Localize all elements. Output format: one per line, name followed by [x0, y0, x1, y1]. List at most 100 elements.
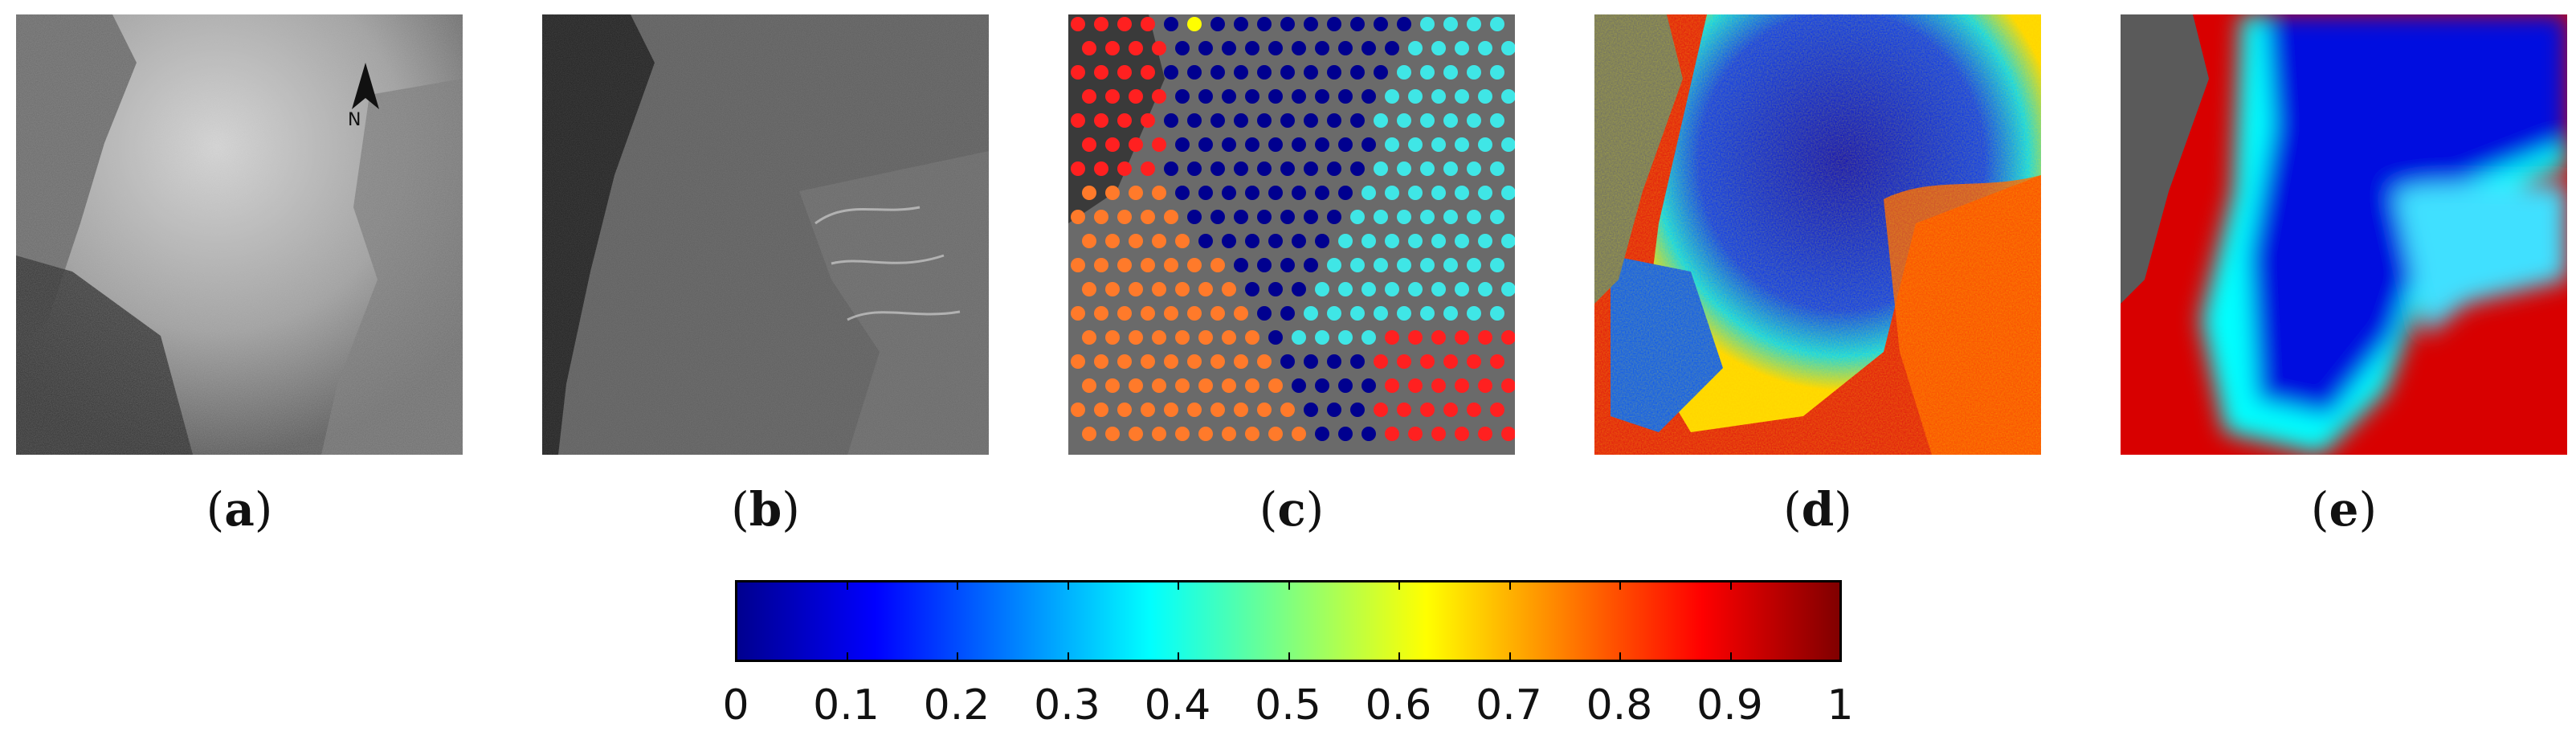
- sample-point: [1071, 113, 1085, 128]
- sample-point: [1431, 378, 1446, 393]
- sample-point: [1420, 161, 1435, 176]
- sample-point: [1361, 427, 1376, 441]
- sample-point: [1094, 403, 1108, 417]
- sample-point: [1374, 354, 1388, 369]
- sample-point: [1245, 427, 1259, 441]
- sample-point: [1374, 258, 1388, 272]
- sample-point: [1257, 403, 1272, 417]
- sample-point: [1129, 234, 1143, 248]
- sample-point: [1071, 306, 1085, 321]
- sample-point: [1198, 282, 1213, 296]
- caption-e: (e): [2310, 482, 2378, 537]
- sample-point: [1408, 282, 1423, 296]
- sample-point: [1175, 378, 1190, 393]
- sample-point: [1280, 258, 1295, 272]
- sample-point: [1455, 234, 1469, 248]
- sample-point: [1141, 113, 1155, 128]
- sample-point: [1071, 403, 1085, 417]
- sample-point: [1141, 403, 1155, 417]
- sample-point: [1187, 403, 1202, 417]
- colorbar-tick-label: 0.1: [813, 681, 880, 730]
- sample-point: [1117, 306, 1132, 321]
- panel-b-image: [542, 14, 989, 455]
- sample-point: [1397, 403, 1411, 417]
- sample-point: [1164, 17, 1178, 31]
- sample-point: [1420, 354, 1435, 369]
- sample-point: [1478, 186, 1492, 200]
- sample-point: [1338, 427, 1353, 441]
- sample-point: [1245, 89, 1259, 104]
- panel-b-svg: [542, 14, 989, 455]
- sample-point: [1187, 258, 1202, 272]
- colorbar: [735, 580, 1842, 662]
- sample-point: [1117, 403, 1132, 417]
- sample-point: [1280, 65, 1295, 80]
- sample-point: [1408, 41, 1423, 55]
- panel-d-image: [1594, 14, 2041, 455]
- sample-point: [1501, 41, 1515, 55]
- colorbar-tick-bottom: [736, 652, 737, 662]
- sample-point: [1467, 65, 1481, 80]
- sample-point: [1094, 113, 1108, 128]
- sample-point: [1280, 354, 1295, 369]
- sample-point: [1338, 41, 1353, 55]
- sample-point: [1385, 234, 1399, 248]
- sample-point: [1420, 65, 1435, 80]
- sample-point: [1467, 403, 1481, 417]
- sample-point: [1152, 378, 1166, 393]
- sample-point: [1443, 258, 1458, 272]
- sample-point: [1501, 186, 1515, 200]
- sample-point: [1280, 210, 1295, 224]
- sample-point: [1187, 113, 1202, 128]
- sample-point: [1175, 89, 1190, 104]
- sample-point: [1164, 65, 1178, 80]
- sample-point: [1187, 306, 1202, 321]
- sample-point: [1105, 330, 1120, 345]
- sample-point: [1304, 113, 1318, 128]
- sample-point: [1420, 258, 1435, 272]
- caption-d: (d): [1783, 482, 1852, 537]
- sample-point: [1385, 282, 1399, 296]
- sample-point: [1082, 41, 1096, 55]
- sample-point: [1082, 137, 1096, 152]
- sample-point: [1350, 161, 1365, 176]
- sample-point: [1082, 89, 1096, 104]
- caption-b: (b): [731, 482, 800, 537]
- colorbar-tick-label: 0.8: [1586, 681, 1653, 730]
- sample-point: [1455, 137, 1469, 152]
- sample-point: [1268, 378, 1283, 393]
- colorbar-tick-bottom: [846, 652, 848, 662]
- sample-point: [1467, 113, 1481, 128]
- sample-point: [1198, 427, 1213, 441]
- sample-point: [1117, 113, 1132, 128]
- sample-point: [1129, 186, 1143, 200]
- sample-point: [1105, 137, 1120, 152]
- sample-point: [1175, 330, 1190, 345]
- sample-point: [1304, 354, 1318, 369]
- sample-point: [1420, 210, 1435, 224]
- sample-point: [1129, 282, 1143, 296]
- sample-point: [1222, 282, 1236, 296]
- sample-point: [1198, 186, 1213, 200]
- sample-point: [1175, 427, 1190, 441]
- sample-point: [1164, 306, 1178, 321]
- colorbar-tick-bottom: [1840, 652, 1842, 662]
- sample-point: [1490, 161, 1504, 176]
- panel-d-svg: [1594, 14, 2041, 455]
- sample-point: [1431, 137, 1446, 152]
- sample-point: [1198, 330, 1213, 345]
- sample-point: [1141, 354, 1155, 369]
- sample-point: [1268, 330, 1283, 345]
- sample-point: [1361, 186, 1376, 200]
- sample-point: [1443, 210, 1458, 224]
- sample-point: [1431, 234, 1446, 248]
- sample-point: [1198, 378, 1213, 393]
- colorbar-tick-top: [1840, 580, 1842, 590]
- sample-point: [1222, 234, 1236, 248]
- sample-point: [1152, 41, 1166, 55]
- sample-point: [1408, 89, 1423, 104]
- colorbar-tick-bottom: [1398, 652, 1400, 662]
- sample-point: [1361, 282, 1376, 296]
- sample-point: [1397, 113, 1411, 128]
- sample-point: [1327, 65, 1341, 80]
